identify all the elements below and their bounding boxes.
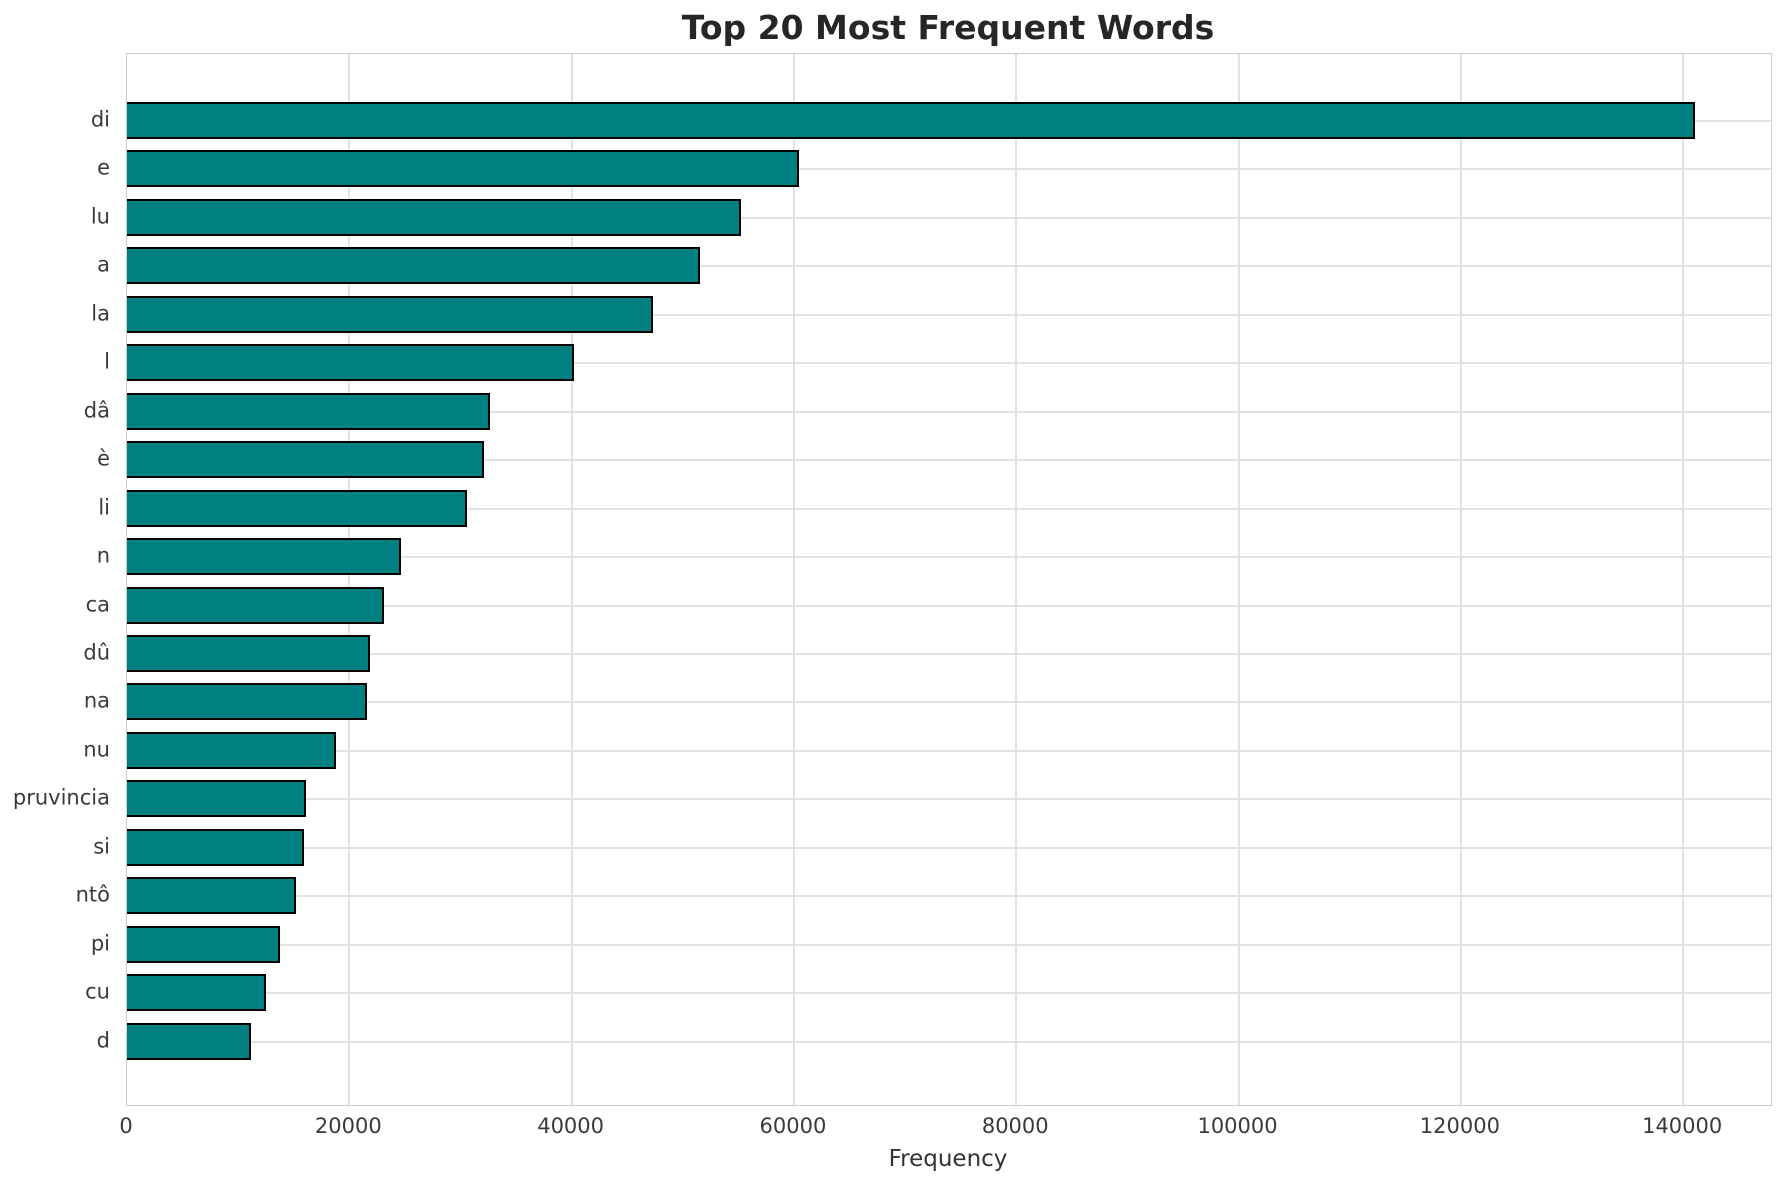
x-tick-label: 40000 — [537, 1114, 605, 1138]
bar-nu — [127, 731, 336, 769]
y-tick-label: l — [104, 349, 110, 374]
h-gridline — [127, 846, 1771, 849]
bar-lu — [127, 198, 742, 236]
h-gridline — [127, 459, 1771, 462]
h-gridline — [127, 410, 1771, 413]
v-gridline — [1459, 54, 1462, 1105]
bar-la — [127, 295, 653, 333]
bar-e — [127, 150, 800, 188]
y-tick-label: cu — [85, 979, 110, 1004]
y-tick-label: nu — [83, 737, 110, 762]
y-tick-label: e — [97, 155, 110, 180]
bar-è — [127, 441, 484, 479]
bar-dû — [127, 634, 371, 672]
h-gridline — [127, 943, 1771, 946]
y-tick-label: d — [96, 1028, 110, 1053]
y-tick-label: la — [91, 301, 110, 326]
x-tick-label: 80000 — [981, 1114, 1049, 1138]
bar-l — [127, 344, 574, 382]
bar-na — [127, 683, 367, 721]
bar-li — [127, 489, 467, 527]
h-gridline — [127, 1040, 1771, 1043]
h-gridline — [127, 652, 1771, 655]
h-gridline — [127, 265, 1771, 268]
y-tick-label: è — [97, 446, 110, 471]
v-gridline — [792, 54, 795, 1105]
bar-n — [127, 538, 402, 576]
v-gridline — [1015, 54, 1018, 1105]
h-gridline — [127, 556, 1771, 559]
bar-pi — [127, 925, 281, 963]
h-gridline — [127, 216, 1771, 219]
chart-title: Top 20 Most Frequent Words — [681, 8, 1215, 47]
y-tick-label: dâ — [83, 398, 110, 423]
v-gridline — [1682, 54, 1685, 1105]
bar-ntô — [127, 877, 296, 915]
x-tick-label: 140000 — [1642, 1114, 1723, 1138]
y-tick-label: dû — [83, 640, 110, 665]
x-tick-label: 60000 — [759, 1114, 827, 1138]
x-axis-title: Frequency — [888, 1146, 1008, 1172]
h-gridline — [127, 701, 1771, 704]
h-gridline — [127, 749, 1771, 752]
plot-area — [126, 53, 1772, 1106]
y-tick-label: na — [83, 688, 110, 713]
bar-di — [127, 102, 1696, 139]
v-gridline — [1237, 54, 1240, 1105]
bar-a — [127, 247, 701, 285]
y-tick-label: si — [93, 834, 110, 859]
y-tick-label: ntô — [75, 882, 110, 907]
y-tick-label: pruvincia — [12, 785, 110, 810]
x-tick-label: 120000 — [1419, 1114, 1500, 1138]
bar-d — [127, 1022, 252, 1060]
y-tick-label: di — [90, 107, 110, 132]
y-tick-label: a — [97, 252, 110, 277]
h-gridline — [127, 168, 1771, 171]
x-tick-label: 100000 — [1197, 1114, 1278, 1138]
bar-dâ — [127, 392, 491, 430]
h-gridline — [127, 604, 1771, 607]
bar-si — [127, 828, 304, 866]
h-gridline — [127, 992, 1771, 995]
y-tick-label: ca — [85, 592, 110, 616]
h-gridline — [127, 895, 1771, 898]
y-tick-label: pi — [90, 931, 110, 956]
bar-pruvincia — [127, 780, 306, 818]
y-tick-label: n — [96, 543, 110, 568]
v-gridline — [348, 54, 351, 1105]
h-gridline — [127, 798, 1771, 801]
h-gridline — [127, 313, 1771, 316]
y-tick-label: lu — [90, 204, 110, 229]
x-tick-label: 0 — [119, 1114, 133, 1138]
v-gridline — [570, 54, 573, 1105]
h-gridline — [127, 507, 1771, 510]
bar-ca — [127, 586, 384, 624]
bar-cu — [127, 974, 266, 1012]
x-tick-label: 20000 — [314, 1114, 382, 1138]
y-tick-label: li — [98, 495, 110, 520]
h-gridline — [127, 362, 1771, 365]
